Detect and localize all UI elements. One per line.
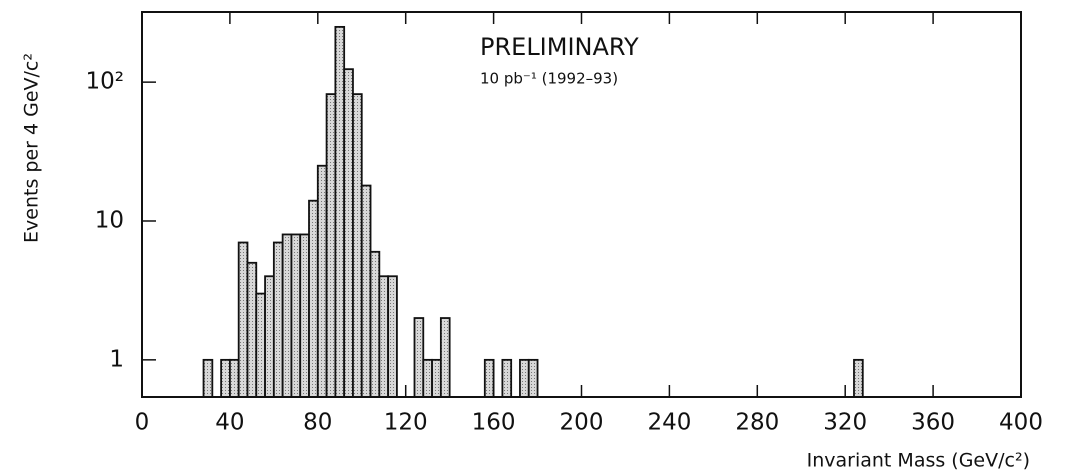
x-tick-label: 160 [472,410,516,436]
bar [343,68,354,398]
bar [220,358,231,398]
x-tick-label: 240 [647,410,691,436]
bar [255,292,266,398]
x-tick-label: 120 [384,410,428,436]
bar [325,93,337,398]
x-tick-label: 200 [560,410,604,436]
bar [264,275,275,398]
bar [439,317,451,398]
y-tick-label: 10 [95,207,124,233]
bar [501,358,513,398]
bar [272,241,284,398]
annotation-title: PRELIMINARY [480,33,639,61]
bar [360,184,372,398]
x-tick-label: 400 [999,410,1043,436]
bar [352,93,363,398]
x-tick-label: 320 [823,410,867,436]
bar [483,358,495,398]
y-tick-label: 1 [109,346,124,372]
bar [202,358,214,398]
bar [387,275,398,398]
x-axis-title: Invariant Mass (GeV/c²) [807,450,1030,472]
x-tick-label: 80 [303,410,332,436]
bar [431,358,442,398]
bar [308,199,319,398]
bar [519,358,530,398]
x-tick-label: 280 [735,410,779,436]
bar [316,164,328,398]
plot-area [202,25,864,398]
x-tick-label: 0 [135,410,150,436]
y-tick-label: 10² [86,69,125,95]
bar [228,358,240,398]
bar [369,250,381,398]
x-tick-label: 40 [215,410,244,436]
bar [299,233,310,398]
bar [281,233,293,398]
bar [378,275,390,398]
bar [413,317,425,398]
bar [237,241,249,398]
annotation-subtitle: 10 pb⁻¹ (1992–93) [480,70,618,88]
bar [527,358,539,398]
y-axis-title: Events per 4 GeV/c² [21,53,43,243]
bar [422,358,433,398]
bar [290,233,302,398]
bar [334,25,346,398]
bar [853,358,864,398]
x-tick-label: 360 [911,410,955,436]
bar [246,261,258,398]
